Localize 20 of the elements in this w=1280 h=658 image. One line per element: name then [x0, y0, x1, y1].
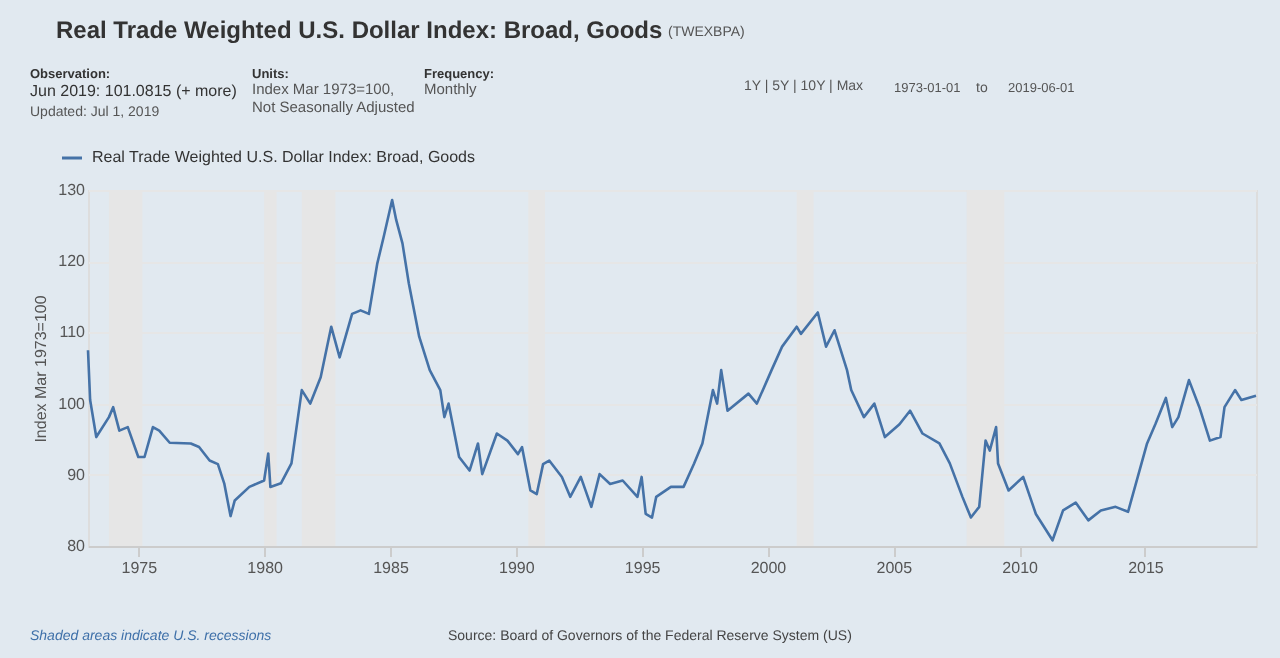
y-tick-label: 130 [58, 181, 87, 199]
y-tick-label: 100 [58, 394, 87, 413]
y-tick-label: 120 [58, 252, 87, 271]
x-tick-label: 1975 [121, 559, 159, 577]
x-tick-label: 2015 [1128, 559, 1165, 577]
x-tick-label: 1980 [247, 559, 285, 577]
x-tick-label: 2005 [876, 559, 914, 577]
x-tick-label: 1985 [373, 559, 410, 577]
y-tick-label: 90 [67, 465, 87, 484]
x-tick-label: 2010 [1002, 559, 1040, 577]
x-tick-label: 1990 [499, 559, 536, 577]
chart-title: Real Trade Weighted U.S. Dollar Index: Broad, Goods [56, 16, 663, 44]
legend-label: Real Trade Weighted U.S. Dollar Index: Broad, Goods [92, 148, 476, 166]
text: Jun 2019: 101.0815 (+ more) [30, 82, 238, 100]
y-axis-title: Index Mar 1973=100 [32, 294, 51, 443]
y-tick-label: 110 [59, 323, 87, 342]
y-tick-label: 80 [67, 537, 87, 555]
line-series [86, 198, 1258, 542]
x-tick-label: 2000 [750, 559, 788, 577]
x-tick-label: 1995 [624, 559, 662, 577]
